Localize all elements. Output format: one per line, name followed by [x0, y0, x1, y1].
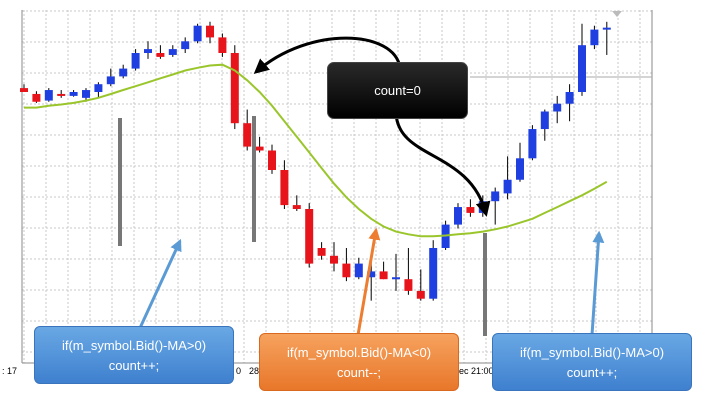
callout-left-line2: count++;	[108, 358, 160, 373]
x-tick-3: 28	[249, 366, 260, 376]
callout-right-line1: if(m_symbol.Bid()-MA>0)	[519, 345, 665, 360]
connector-arrow-top	[253, 36, 402, 74]
callout-mid-line1: if(m_symbol.Bid()-MA<0)	[286, 345, 432, 360]
candle-body	[516, 158, 524, 180]
candle-body	[404, 279, 413, 291]
callout-left: if(m_symbol.Bid()-MA>0) count++;	[34, 326, 234, 384]
candle-body	[69, 92, 78, 96]
candle-body	[392, 277, 400, 280]
candle-body	[379, 271, 388, 280]
candle-body	[330, 255, 338, 264]
candle-body	[206, 25, 214, 38]
candle-body	[82, 90, 90, 98]
candle-body	[106, 76, 115, 85]
candle-body	[565, 92, 574, 104]
candle-body	[578, 45, 586, 92]
candle-body	[57, 93, 66, 96]
candle-body	[255, 146, 264, 151]
candle-body	[540, 111, 549, 130]
callout-mid: if(m_symbol.Bid()-MA<0) count--;	[259, 333, 459, 391]
candle-body	[119, 68, 128, 77]
pointer-arrow-right	[590, 230, 605, 336]
candle-body	[429, 248, 438, 299]
count-label: count=0	[374, 83, 421, 98]
moving-average-line	[24, 63, 608, 238]
candle-body	[230, 53, 239, 124]
candle-body	[94, 84, 103, 92]
pointer-arrow-mid	[356, 227, 381, 336]
candle-body	[342, 263, 351, 278]
candle-body	[156, 53, 165, 57]
candle-body	[317, 248, 326, 256]
candle-body	[131, 53, 140, 69]
candle-body	[168, 49, 177, 55]
candle-body	[268, 150, 276, 170]
callout-right-line2: count++;	[566, 365, 618, 380]
x-tick-4: ec 21:00	[459, 366, 494, 376]
candle-body	[292, 205, 301, 209]
candle-body	[354, 263, 363, 278]
candle-body	[367, 271, 376, 278]
candle-body	[20, 88, 28, 92]
candle-body	[590, 29, 599, 46]
candle-body	[503, 179, 512, 194]
candle-body	[602, 27, 611, 30]
candle-body	[218, 37, 227, 53]
candle-body	[528, 129, 537, 159]
x-tick-1: : 17	[2, 366, 18, 376]
count-label-box: count=0	[327, 62, 468, 119]
pointer-arrow-left	[138, 238, 182, 329]
candle-body	[416, 290, 425, 299]
candle-body	[193, 25, 202, 42]
callout-mid-line2: count--;	[336, 365, 382, 380]
candle-body	[305, 209, 314, 264]
candle-body	[144, 49, 152, 53]
candle-body	[243, 123, 252, 147]
candle-body	[32, 93, 41, 102]
x-tick-2: 0	[236, 366, 242, 376]
callout-left-line1: if(m_symbol.Bid()-MA>0)	[61, 338, 207, 353]
candle-body	[491, 191, 500, 202]
connector-arrow-bottom	[394, 112, 491, 217]
candle-body	[553, 103, 562, 112]
callout-right: if(m_symbol.Bid()-MA>0) count++;	[492, 333, 692, 391]
candle-body	[454, 207, 462, 225]
scroll-marker-icon	[612, 11, 622, 17]
chart-grid	[22, 10, 652, 363]
candle-body	[44, 90, 53, 101]
candle-body	[466, 207, 475, 213]
candle-body	[181, 41, 190, 50]
candle-body	[280, 170, 289, 206]
